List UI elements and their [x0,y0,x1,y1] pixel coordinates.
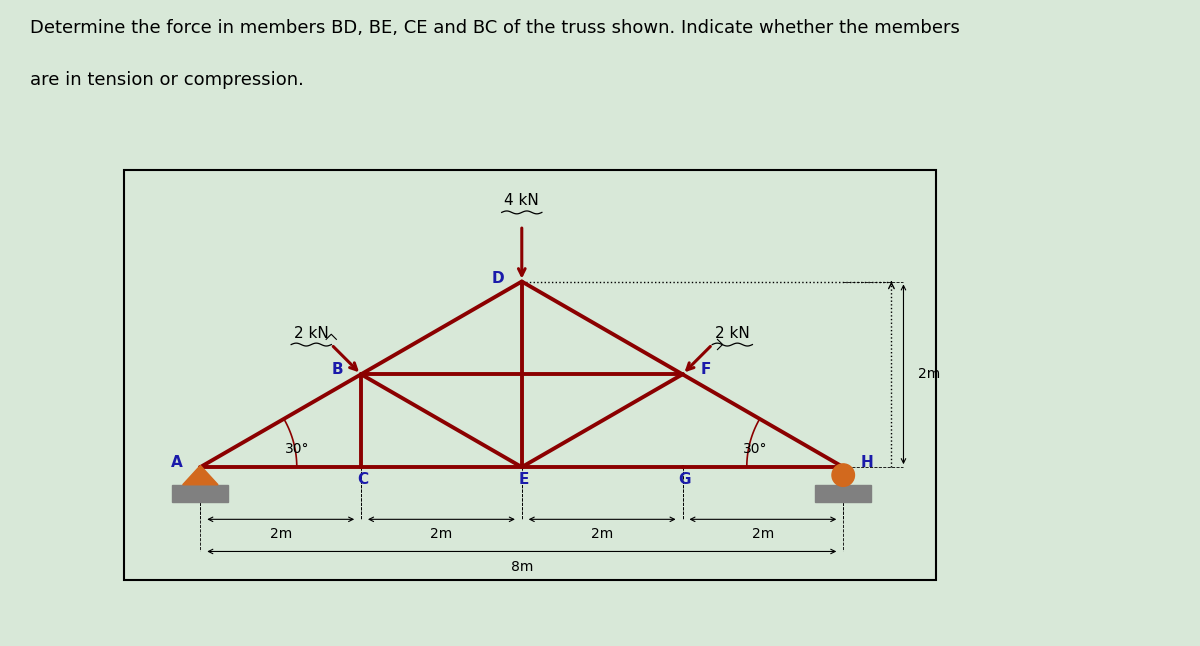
Text: A: A [170,455,182,470]
Text: C: C [358,472,368,486]
Text: D: D [492,271,504,286]
Text: E: E [518,472,528,486]
Text: 8m: 8m [510,559,533,574]
Text: 2 kN: 2 kN [294,326,329,340]
Text: G: G [678,472,690,486]
Bar [815,484,871,503]
Text: 4 kN: 4 kN [504,193,539,207]
Text: 30°: 30° [743,442,767,455]
Text: F: F [700,362,710,377]
Circle shape [832,464,854,486]
Polygon shape [182,466,218,484]
Text: 2m: 2m [751,527,774,541]
Text: 2m: 2m [431,527,452,541]
Text: 2 kN: 2 kN [715,326,750,340]
Text: 2m: 2m [918,368,940,381]
Text: H: H [860,455,874,470]
Text: 30°: 30° [284,442,310,455]
Text: Determine the force in members BD, BE, CE and BC of the truss shown. Indicate wh: Determine the force in members BD, BE, C… [30,19,960,37]
Bar [173,484,228,503]
Text: 2m: 2m [592,527,613,541]
Text: B: B [331,362,343,377]
Text: 2m: 2m [270,527,292,541]
Text: are in tension or compression.: are in tension or compression. [30,71,304,89]
